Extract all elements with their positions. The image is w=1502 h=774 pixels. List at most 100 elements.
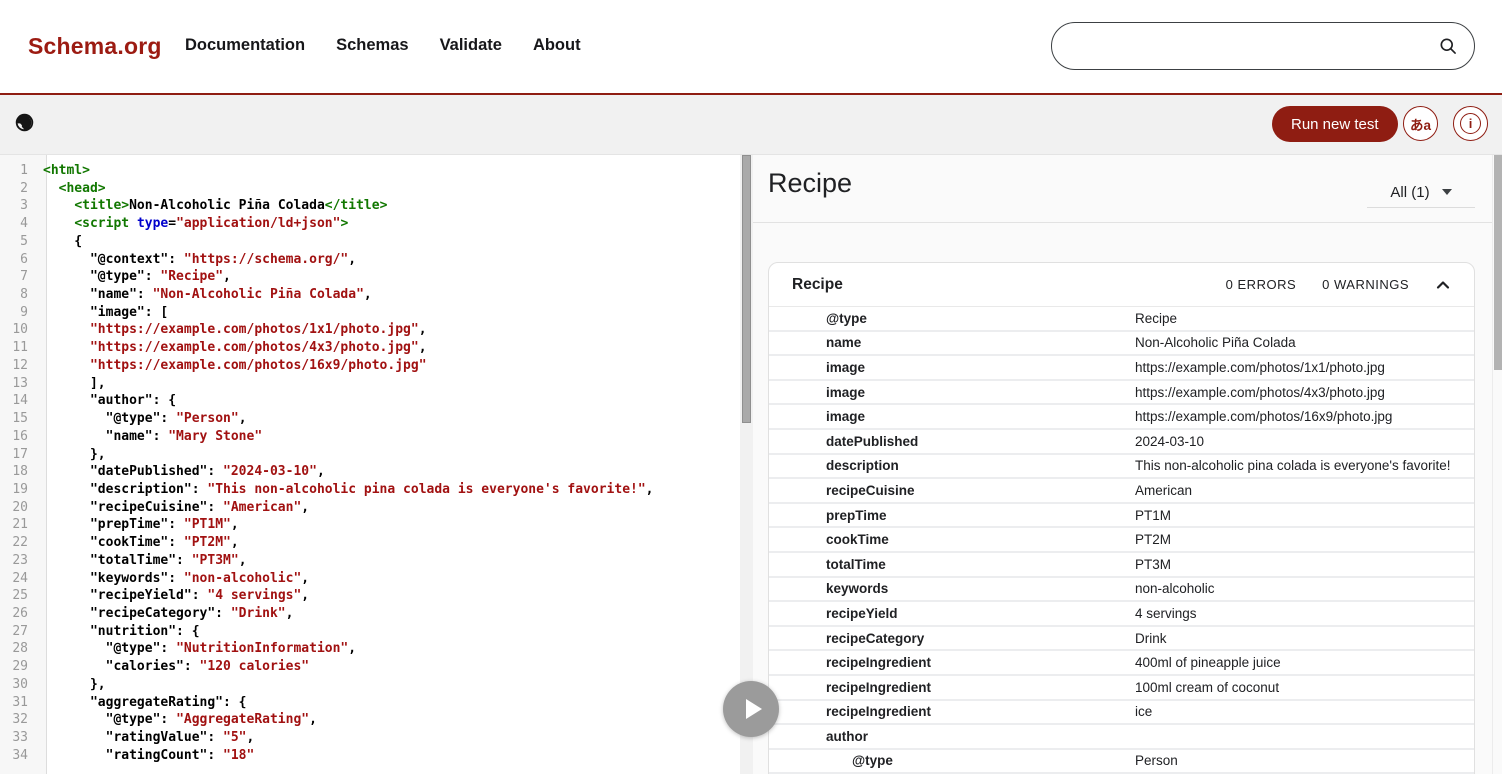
code-line[interactable]: 9 "image": [ — [0, 304, 740, 322]
code-line[interactable]: 25 "recipeYield": "4 servings", — [0, 587, 740, 605]
code-line[interactable]: 16 "name": "Mary Stone" — [0, 428, 740, 446]
search-box[interactable] — [1051, 22, 1475, 70]
warnings-count: 0 WARNINGS — [1322, 277, 1409, 292]
property-name: description — [826, 458, 899, 474]
code-line[interactable]: 22 "cookTime": "PT2M", — [0, 534, 740, 552]
code-line[interactable]: 6 "@context": "https://schema.org/", — [0, 251, 740, 269]
info-icon: i — [1460, 113, 1481, 134]
code-line[interactable]: 30 }, — [0, 676, 740, 694]
code-line[interactable]: 14 "author": { — [0, 392, 740, 410]
property-value: https://example.com/photos/16x9/photo.jp… — [1135, 409, 1393, 425]
page-scrollbar[interactable] — [1492, 155, 1502, 774]
code-lines: 1 <html> 2 <head> 3 <title>Non-Alcoholic Pi… — [0, 162, 740, 764]
line-number: 28 — [12, 641, 28, 657]
code-line[interactable]: 3 <title>Non-Alcoholic Piña Colada</titl… — [0, 197, 740, 215]
property-value: non-alcoholic — [1135, 581, 1215, 597]
code-line[interactable]: 4 <script type="application/ld+json"> — [0, 215, 740, 233]
code-line[interactable]: 21 "prepTime": "PT1M", — [0, 516, 740, 534]
code-line[interactable]: 11 "https://example.com/photos/4x3/photo… — [0, 339, 740, 357]
table-row[interactable]: recipeYield 4 servings — [769, 602, 1474, 627]
line-number: 34 — [12, 747, 28, 763]
table-row[interactable]: recipeCuisine American — [769, 479, 1474, 504]
table-row[interactable]: recipeIngredient 100ml cream of coconut — [769, 675, 1474, 701]
property-name: keywords — [826, 581, 889, 597]
code-text: }, — [43, 446, 106, 462]
code-text: "description": "This non-alcoholic pina … — [43, 481, 654, 497]
code-line[interactable]: 2 <head> — [0, 180, 740, 198]
page-scrollbar-thumb[interactable] — [1494, 155, 1502, 370]
code-text: <html> — [43, 163, 90, 178]
code-line[interactable]: 27 "nutrition": { — [0, 623, 740, 641]
table-row[interactable]: @type Recipe — [769, 307, 1474, 332]
code-line[interactable]: 15 "@type": "Person", — [0, 410, 740, 428]
code-line[interactable]: 1 <html> — [0, 162, 740, 180]
code-line[interactable]: 31 "aggregateRating": { — [0, 694, 740, 712]
globe-icon[interactable] — [14, 112, 35, 133]
code-line[interactable]: 7 "@type": "Recipe", — [0, 268, 740, 286]
code-text: "ratingValue": "5", — [43, 730, 255, 745]
property-name: image — [826, 384, 866, 400]
nav-item-about[interactable]: About — [532, 36, 581, 54]
search-icon[interactable] — [1438, 36, 1458, 56]
info-button[interactable]: i — [1453, 106, 1488, 141]
editor-scrollbar[interactable] — [740, 155, 753, 774]
language-toggle-button[interactable]: あa — [1403, 106, 1438, 141]
table-row[interactable]: totalTime PT3M — [769, 552, 1474, 578]
type-filter-dropdown[interactable]: All (1) — [1367, 177, 1475, 208]
code-line[interactable]: 18 "datePublished": "2024-03-10", — [0, 463, 740, 481]
code-line[interactable]: 33 "ratingValue": "5", — [0, 729, 740, 747]
code-line[interactable]: 8 "name": "Non-Alcoholic Piña Colada", — [0, 286, 740, 304]
table-row[interactable]: keywords non-alcoholic — [769, 577, 1474, 603]
run-new-test-button[interactable]: Run new test — [1272, 106, 1398, 142]
line-number: 22 — [12, 535, 28, 551]
code-text: "@type": "NutritionInformation", — [43, 641, 357, 657]
schema-org-logo[interactable]: Schema.org — [28, 33, 162, 59]
run-test-play-button[interactable] — [723, 681, 779, 737]
line-number: 4 — [20, 216, 28, 232]
code-text: "totalTime": "PT3M", — [43, 552, 247, 568]
table-row[interactable]: recipeCategory Drink — [769, 626, 1474, 652]
table-row[interactable]: datePublished 2024-03-10 — [769, 429, 1474, 455]
code-text: <script type="application/ld+json"> — [74, 216, 349, 232]
code-line[interactable]: 26 "recipeCategory": "Drink", — [0, 605, 740, 623]
code-text: "https://example.com/photos/4x3/photo.jp… — [89, 340, 427, 356]
table-row[interactable]: cookTime PT2M — [769, 528, 1474, 553]
search-input[interactable] — [1052, 23, 1438, 69]
table-row[interactable]: description This non-alcoholic pina colad… — [769, 454, 1474, 480]
code-line[interactable]: 19 "description": "This non-alcoholic pi… — [0, 481, 740, 499]
code-line[interactable]: 24 "keywords": "non-alcoholic", — [0, 570, 740, 588]
code-line[interactable]: 23 "totalTime": "PT3M", — [0, 552, 740, 570]
code-line[interactable]: 32 "@type": "AggregateRating", — [0, 711, 740, 729]
code-line[interactable]: 13 ], — [0, 375, 740, 393]
code-line[interactable]: 10 "https://example.com/photos/1x1/photo… — [0, 321, 740, 339]
table-row[interactable]: @type Person — [769, 749, 1474, 774]
editor-scrollbar-thumb[interactable] — [742, 155, 751, 423]
code-line[interactable]: 12 "https://example.com/photos/16x9/phot… — [0, 357, 740, 375]
code-line[interactable]: 17 }, — [0, 446, 740, 464]
code-editor[interactable]: 1 <html> 2 <head> 3 <title>Non-Alcoholic Pi… — [0, 155, 740, 774]
table-row[interactable]: prepTime PT1M — [769, 503, 1474, 529]
table-row[interactable]: recipeIngredient 400ml of pineapple juice — [769, 651, 1474, 676]
table-row[interactable]: image https://example.com/photos/16x9/pho… — [769, 405, 1474, 430]
property-value: ice — [1135, 704, 1153, 720]
nav-item-validate[interactable]: Validate — [439, 36, 502, 54]
table-row[interactable]: image https://example.com/photos/4x3/phot… — [769, 380, 1474, 406]
table-row[interactable]: author — [769, 725, 1474, 750]
code-line[interactable]: 28 "@type": "NutritionInformation", — [0, 640, 740, 658]
code-text: "aggregateRating": { — [43, 694, 247, 710]
nav-item-documentation[interactable]: Documentation — [185, 36, 306, 54]
nav-item-schemas[interactable]: Schemas — [336, 36, 409, 54]
code-line[interactable]: 5 { — [0, 233, 740, 251]
code-text: "name": "Non-Alcoholic Piña Colada", — [43, 287, 372, 303]
code-line[interactable]: 29 "calories": "120 calories" — [0, 658, 740, 676]
table-row[interactable]: image https://example.com/photos/1x1/phot… — [769, 356, 1474, 381]
property-name: @type — [852, 753, 893, 769]
chevron-up-icon[interactable] — [1435, 277, 1451, 293]
code-text: "@type": "Person", — [43, 411, 247, 427]
table-row[interactable]: name Non-Alcoholic Piña Colada — [769, 331, 1474, 357]
code-line[interactable]: 20 "recipeCuisine": "American", — [0, 499, 740, 517]
language-icon: あa — [1409, 117, 1431, 133]
code-line[interactable]: 34 "ratingCount": "18" — [0, 747, 740, 765]
recipe-card-header[interactable]: Recipe 0 ERRORS 0 WARNINGS — [769, 263, 1474, 307]
table-row[interactable]: recipeIngredient ice — [769, 700, 1474, 726]
